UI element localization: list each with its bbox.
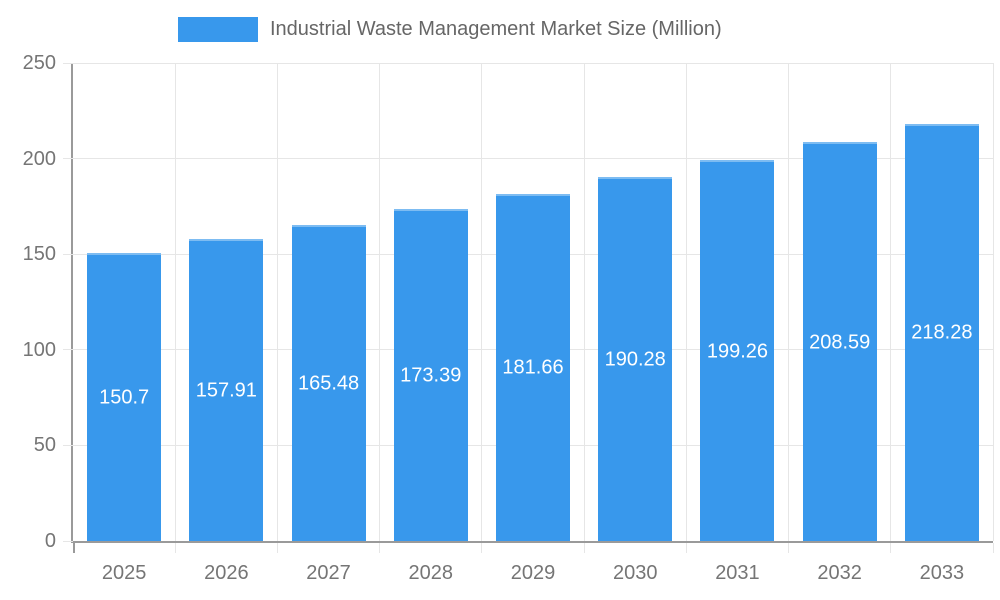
x-axis-tick (481, 543, 483, 553)
x-axis-tick-label: 2025 (101, 562, 147, 584)
x-axis-tick-label: 2029 (510, 562, 556, 584)
bar-2028[interactable]: 173.39 (393, 209, 468, 541)
y-axis-tick (63, 158, 73, 160)
x-gridline (276, 63, 278, 541)
legend-item[interactable]: Industrial Waste Management Market Size … (178, 17, 722, 42)
bar-value-label: 157.91 (195, 379, 257, 402)
x-gridline (379, 63, 381, 541)
y-axis-tick-label: 0 (44, 530, 56, 552)
bar-value-label: 218.28 (911, 321, 973, 344)
bar-2026[interactable]: 157.91 (189, 239, 264, 541)
y-axis-tick (63, 62, 73, 64)
x-axis-tick-label: 2030 (612, 562, 658, 584)
bar-2032[interactable]: 208.59 (802, 142, 877, 541)
x-axis-tick (890, 543, 892, 553)
bar-value-label: 208.59 (809, 331, 871, 354)
x-axis-tick (174, 543, 176, 553)
y-axis-tick-label: 100 (22, 338, 56, 361)
bar-value-label: 190.28 (604, 348, 666, 371)
x-gridline (174, 63, 176, 541)
x-axis-tick (583, 543, 585, 553)
x-gridline (583, 63, 585, 541)
x-gridline (890, 63, 892, 541)
y-axis-tick (63, 540, 73, 542)
y-gridline (73, 62, 993, 64)
bar-value-label: 173.39 (400, 364, 462, 387)
bar-2027[interactable]: 165.48 (291, 224, 366, 541)
y-axis-line (71, 63, 73, 541)
bar-value-label: 181.66 (502, 356, 564, 379)
bar-2029[interactable]: 181.66 (496, 193, 570, 541)
x-axis-tick (685, 543, 687, 553)
x-gridline (481, 63, 483, 541)
x-gridline (992, 63, 994, 541)
x-axis-tick-label: 2033 (919, 562, 965, 584)
x-axis-tick-label: 2032 (817, 562, 862, 584)
legend-swatch-icon (178, 17, 258, 42)
y-axis-tick-label: 250 (22, 52, 56, 74)
y-gridline (73, 158, 993, 160)
x-axis-tick (788, 543, 790, 553)
y-axis-tick (63, 253, 73, 255)
x-axis-tick-label: 2031 (715, 562, 760, 584)
y-axis-tick-label: 150 (22, 243, 56, 266)
bar-value-label: 165.48 (297, 372, 360, 395)
plot-area: 150.7 157.91 165.48 173.39 181.66 190.28 199.2… (73, 62, 994, 541)
bar-2033[interactable]: 218.28 (904, 123, 979, 541)
y-axis-tick (63, 444, 73, 446)
y-axis-tick-label: 200 (22, 147, 56, 170)
bar-2025[interactable]: 150.7 (87, 252, 162, 541)
bar-value-label: 150.7 (99, 386, 150, 409)
x-axis-line (71, 541, 993, 543)
x-axis-tick-label: 2028 (408, 562, 454, 584)
y-axis-tick (63, 349, 73, 351)
x-axis-tick (379, 543, 381, 553)
x-gridline (685, 63, 687, 541)
x-axis-tick (992, 543, 994, 553)
bar-2031[interactable]: 199.26 (700, 160, 775, 541)
x-axis-tick-label: 2027 (306, 562, 351, 584)
y-axis-tick-label: 50 (33, 434, 56, 457)
x-axis-tick-label: 2026 (204, 562, 249, 584)
bar-value-label: 199.26 (706, 340, 769, 362)
bar-2030[interactable]: 190.28 (598, 177, 673, 541)
x-axis-tick (72, 543, 75, 553)
x-gridline (788, 63, 790, 541)
x-axis-tick (276, 543, 278, 553)
legend-label: Industrial Waste Management Market Size … (270, 18, 722, 40)
